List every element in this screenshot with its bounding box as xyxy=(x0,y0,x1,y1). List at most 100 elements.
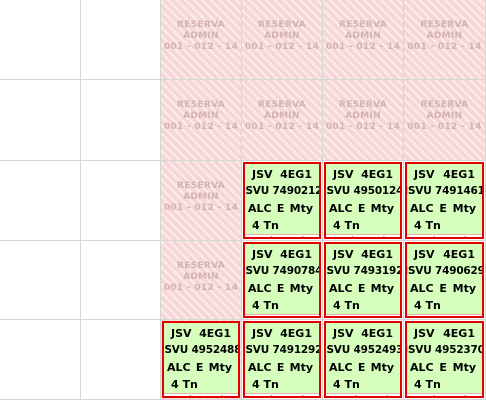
container-number: JSVU 7490629 xyxy=(405,265,484,277)
grid-cell[interactable]: JSV 4EG1 JSVU 7491292 ALC E Mty 4 Tn 3 (3/4/5) xyxy=(242,320,323,400)
container-number: JSVU 4952488 xyxy=(162,344,240,356)
reserva-line1: RESERVA xyxy=(338,20,388,30)
reserva-label: RESERVA ADMIN 001 - 012 - 14 xyxy=(242,100,322,133)
weight-row: 4 Tn xyxy=(167,376,235,393)
weight-row: 4 Tn xyxy=(329,376,397,393)
container-card[interactable]: JSV 4EG1 JSVU 7490212 ALC E Mty 4 Tn 1 (3/4/5) xyxy=(243,162,321,239)
operator-code: ALC xyxy=(248,202,272,215)
container-number: JSVU 7491461 xyxy=(405,185,484,197)
container-card[interactable]: JSV 4EG1 JSVU 4952488 ALC E Mty 4 Tn 7 (3/4/5) xyxy=(162,321,240,398)
grid-cell[interactable]: JSV 4EG1 JSVU 7491461 ALC E Mty 4 Tn 4 (3/4/5) xyxy=(404,161,486,241)
reserved-cell[interactable]: RESERVA ADMIN 001 - 012 - 14 xyxy=(404,80,486,161)
operator-code: ALC xyxy=(329,361,353,374)
reserva-label: RESERVA ADMIN 001 - 012 - 14 xyxy=(242,20,322,53)
reserva-line2: ADMIN xyxy=(426,31,463,41)
reserva-line3: 001 - 012 - 14 xyxy=(325,42,401,52)
operator-code: ALC xyxy=(410,361,434,374)
container-number: JSVU 7491292 xyxy=(243,344,321,356)
operator-code: ALC xyxy=(248,361,272,374)
container-weight: 4 Tn xyxy=(252,378,279,391)
grid-cell[interactable] xyxy=(81,0,161,80)
full-empty-flag: E xyxy=(439,202,447,215)
grid-cell[interactable]: JSV 4EG1 JSVU 7490629 ALC E Mty 4 Tn 5 (3/4/5) xyxy=(404,241,486,320)
reserved-cell[interactable]: RESERVA ADMIN 001 - 012 - 14 xyxy=(404,0,486,80)
container-card[interactable]: JSV 4EG1 JSVU 4950124 ALC E Mty 4 Tn 8 (3/4/5) xyxy=(324,162,402,239)
weight-row: 4 Tn xyxy=(329,217,397,234)
container-line: JSV xyxy=(252,327,273,340)
grid-cell[interactable]: JSV 4EG1 JSVU 4952370 ALC E Mty 4 Tn 6 (3/4/5) xyxy=(404,320,486,400)
grid-cell[interactable] xyxy=(0,161,81,241)
container-line: JSV xyxy=(414,248,435,261)
number-row: JSVU 4952493 xyxy=(326,342,400,359)
full-empty-flag: E xyxy=(357,282,366,295)
reserva-label: RESERVA ADMIN 001 - 012 - 14 xyxy=(161,181,241,214)
stack-position: 8 (3/4/5) xyxy=(326,234,400,237)
container-weight: 4 Tn xyxy=(252,219,279,232)
weight-row: 4 Tn xyxy=(248,217,316,234)
reserva-line1: RESERVA xyxy=(176,261,226,271)
grid-cell[interactable] xyxy=(81,80,161,161)
empty-status: Mty xyxy=(452,361,476,374)
container-line: JSV xyxy=(333,248,354,261)
grid-cell[interactable]: JSV 4EG1 JSVU 7490784 ALC E Mty 4 Tn 2 (3/4/5) xyxy=(242,241,323,320)
grid-cell[interactable]: JSV 4EG1 JSVU 7490212 ALC E Mty 4 Tn 1 (3/4/5) xyxy=(242,161,323,241)
container-card[interactable]: JSV 4EG1 JSVU 7491461 ALC E Mty 4 Tn 4 (3/4/5) xyxy=(405,162,484,239)
type-row: JSV 4EG1 xyxy=(248,166,316,183)
container-card[interactable]: JSV 4EG1 JSVU 7491292 ALC E Mty 4 Tn 3 (3/4/5) xyxy=(243,321,321,398)
stack-position: 7 (3/4/5) xyxy=(164,393,238,396)
grid-cell[interactable] xyxy=(0,80,81,161)
container-info: JSV 4EG1 JSVU 7493192 ALC E Mty 4 Tn xyxy=(326,244,400,314)
operator-code: ALC xyxy=(410,282,434,295)
reserva-label: RESERVA ADMIN 001 - 012 - 14 xyxy=(404,100,485,133)
container-number: JSVU 7493192 xyxy=(324,265,402,277)
grid-cell[interactable] xyxy=(0,0,81,80)
status-row: ALC E Mty xyxy=(329,200,397,217)
type-row: JSV 4EG1 xyxy=(410,325,479,342)
container-info: JSV 4EG1 JSVU 4950124 ALC E Mty 4 Tn xyxy=(326,164,400,234)
weight-row: 4 Tn xyxy=(410,376,479,393)
empty-status: Mty xyxy=(289,282,313,295)
reserva-line3: 001 - 012 - 14 xyxy=(244,42,320,52)
reserva-line1: RESERVA xyxy=(420,100,469,110)
container-card[interactable]: JSV 4EG1 JSVU 7490784 ALC E Mty 4 Tn 2 (3/4/5) xyxy=(243,242,321,318)
full-empty-flag: E xyxy=(439,361,447,374)
container-card[interactable]: JSV 4EG1 JSVU 4952493 ALC E Mty 4 Tn 10 (3/4/5) xyxy=(324,321,402,398)
reserved-cell[interactable]: RESERVA ADMIN 001 - 012 - 14 xyxy=(323,80,404,161)
stack-position: 6 (3/4/5) xyxy=(407,393,482,396)
reserva-line2: ADMIN xyxy=(183,272,219,282)
status-row: ALC E Mty xyxy=(248,280,316,297)
container-weight: 4 Tn xyxy=(414,299,441,312)
status-row: ALC E Mty xyxy=(167,359,235,376)
reserved-cell[interactable]: RESERVA ADMIN 001 - 012 - 14 xyxy=(161,0,242,80)
operator-code: ALC xyxy=(167,361,191,374)
container-line: JSV xyxy=(171,327,192,340)
reserved-cell[interactable]: RESERVA ADMIN 001 - 012 - 14 xyxy=(161,161,242,241)
grid-cell[interactable] xyxy=(81,241,161,320)
container-number: JSVU 7490784 xyxy=(243,265,321,277)
grid-cell[interactable]: JSV 4EG1 JSVU 4952493 ALC E Mty 4 Tn 10 (3/4/5) xyxy=(323,320,404,400)
full-empty-flag: E xyxy=(439,282,447,295)
reserva-line1: RESERVA xyxy=(176,181,226,191)
reserved-cell[interactable]: RESERVA ADMIN 001 - 012 - 14 xyxy=(323,0,404,80)
container-card[interactable]: JSV 4EG1 JSVU 4952370 ALC E Mty 4 Tn 6 (3/4/5) xyxy=(405,321,484,398)
number-row: JSVU 4952370 xyxy=(407,342,482,359)
grid-cell[interactable] xyxy=(0,241,81,320)
grid-cell[interactable] xyxy=(81,320,161,400)
container-card[interactable]: JSV 4EG1 JSVU 7490629 ALC E Mty 4 Tn 5 (3/4/5) xyxy=(405,242,484,318)
reserved-cell[interactable]: RESERVA ADMIN 001 - 012 - 14 xyxy=(242,80,323,161)
container-info: JSV 4EG1 JSVU 7491292 ALC E Mty 4 Tn xyxy=(245,323,319,393)
container-weight: 4 Tn xyxy=(333,299,360,312)
iso-type-code: 4EG1 xyxy=(443,327,475,340)
grid-cell[interactable] xyxy=(81,161,161,241)
grid-cell[interactable]: JSV 4EG1 JSVU 4950124 ALC E Mty 4 Tn 8 (3/4/5) xyxy=(323,161,404,241)
reserved-cell[interactable]: RESERVA ADMIN 001 - 012 - 14 xyxy=(242,0,323,80)
empty-status: Mty xyxy=(208,361,232,374)
reserved-cell[interactable]: RESERVA ADMIN 001 - 012 - 14 xyxy=(161,80,242,161)
container-card[interactable]: JSV 4EG1 JSVU 7493192 ALC E Mty 4 Tn 9 (3/4/5) xyxy=(324,242,402,318)
grid-cell[interactable] xyxy=(0,320,81,400)
grid-cell[interactable]: JSV 4EG1 JSVU 7493192 ALC E Mty 4 Tn 9 (3/4/5) xyxy=(323,241,404,320)
container-weight: 4 Tn xyxy=(171,378,198,391)
reserva-label: RESERVA ADMIN 001 - 012 - 14 xyxy=(323,20,403,53)
reserved-cell[interactable]: RESERVA ADMIN 001 - 012 - 14 xyxy=(161,241,242,320)
grid-cell[interactable]: JSV 4EG1 JSVU 4952488 ALC E Mty 4 Tn 7 (3/4/5) xyxy=(161,320,242,400)
